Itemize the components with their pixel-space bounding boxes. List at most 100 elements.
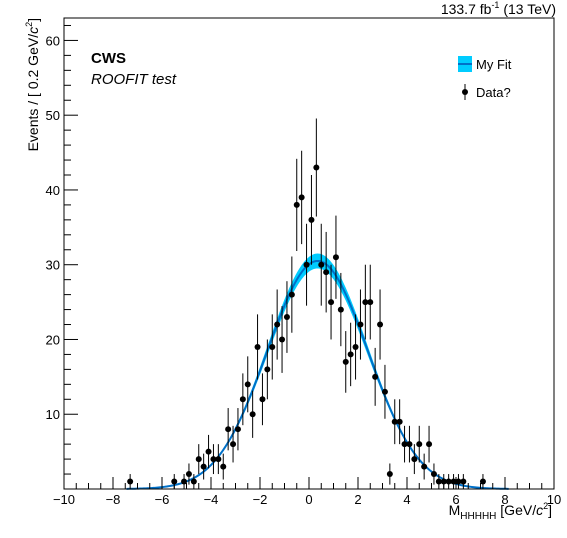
data-point <box>430 463 437 485</box>
data-marker <box>377 321 384 328</box>
data-marker <box>450 478 457 485</box>
data-point <box>181 474 188 489</box>
data-marker <box>372 373 379 380</box>
subtitle-label: ROOFIT test <box>91 71 177 88</box>
data-marker <box>445 478 452 485</box>
data-point <box>362 264 369 340</box>
data-point <box>377 289 384 360</box>
x-tick-label: −10 <box>53 492 75 507</box>
data-marker <box>313 164 320 171</box>
data-marker <box>421 463 428 470</box>
lumi-label: 133.7 fb-1 (13 TeV) <box>441 0 556 17</box>
data-point <box>190 474 197 489</box>
legend-data-marker <box>462 89 468 95</box>
data-point <box>200 453 207 480</box>
x-axis-title: MHHHHH [GeV/c2] <box>449 501 552 522</box>
data-point <box>342 331 349 393</box>
data-marker <box>430 471 437 478</box>
data-marker <box>293 201 300 208</box>
data-point <box>127 474 134 489</box>
data-marker <box>225 426 232 433</box>
data-marker <box>357 321 364 328</box>
data-point <box>234 408 241 451</box>
data-point <box>411 444 418 475</box>
x-tick-label: −2 <box>253 492 268 507</box>
data-marker <box>347 351 354 358</box>
data-point <box>421 453 428 480</box>
data-marker <box>386 471 393 478</box>
data-marker <box>171 478 178 485</box>
y-tick-label: 40 <box>46 183 60 198</box>
data-point <box>401 425 408 463</box>
data-marker <box>185 471 192 478</box>
data-marker <box>406 441 413 448</box>
x-tick-label: 4 <box>403 492 410 507</box>
data-point <box>220 453 227 480</box>
data-marker <box>205 448 212 455</box>
data-point <box>303 223 310 306</box>
data-marker <box>230 441 237 448</box>
y-axis-title: Events / [ 0.2 GeV/c2] <box>24 18 41 151</box>
x-tick-label: −4 <box>204 492 219 507</box>
data-marker <box>298 194 305 201</box>
x-tick-label: −6 <box>155 492 170 507</box>
data-point <box>347 322 354 387</box>
data-point <box>269 314 276 380</box>
x-tick-label: 0 <box>305 492 312 507</box>
data-marker <box>342 358 349 365</box>
data-point <box>416 425 423 463</box>
data-marker <box>234 426 241 433</box>
data-point <box>244 356 251 413</box>
data-point <box>332 215 339 299</box>
axis-ticks-layer: −10 −8 −6 −4 −2 0 2 4 6 8 10 10 20 30 40 50 60 <box>46 24 561 507</box>
y-tick-label: 60 <box>46 33 60 48</box>
data-marker <box>460 478 467 485</box>
data-marker <box>479 478 486 485</box>
y-tick-label: 10 <box>46 407 60 422</box>
data-point <box>249 390 256 438</box>
data-marker <box>318 261 325 268</box>
data-marker <box>396 418 403 425</box>
data-marker <box>391 418 398 425</box>
data-point <box>328 264 335 340</box>
data-point <box>455 474 462 489</box>
data-marker <box>127 478 134 485</box>
data-point <box>450 474 457 489</box>
data-point <box>215 444 222 475</box>
data-point <box>426 425 433 463</box>
data-marker <box>264 366 271 373</box>
x-tick-label: −8 <box>106 492 121 507</box>
data-point <box>445 474 452 489</box>
data-point <box>264 339 271 400</box>
data-marker <box>220 463 227 470</box>
legend: My Fit Data? <box>458 56 512 100</box>
data-point <box>372 347 379 406</box>
data-point <box>205 434 212 469</box>
experiment-label: CWS <box>91 50 126 67</box>
data-point <box>381 364 388 419</box>
data-marker <box>337 306 344 313</box>
data-marker <box>181 478 188 485</box>
x-tick-label: 10 <box>547 492 561 507</box>
data-marker <box>215 456 222 463</box>
data-marker <box>328 299 335 306</box>
data-marker <box>435 478 442 485</box>
data-point <box>288 256 295 333</box>
data-marker <box>239 396 246 403</box>
data-marker <box>367 299 374 306</box>
data-point <box>195 444 202 475</box>
data-point <box>391 399 398 445</box>
data-marker <box>190 478 197 485</box>
data-marker <box>362 299 369 306</box>
data-point <box>225 408 232 451</box>
data-point <box>274 289 281 360</box>
data-marker <box>283 314 290 321</box>
data-marker <box>426 441 433 448</box>
data-point <box>313 118 320 217</box>
data-point <box>308 175 315 265</box>
data-marker <box>249 411 256 418</box>
x-tick-label: 6 <box>452 492 459 507</box>
data-marker <box>244 381 251 388</box>
